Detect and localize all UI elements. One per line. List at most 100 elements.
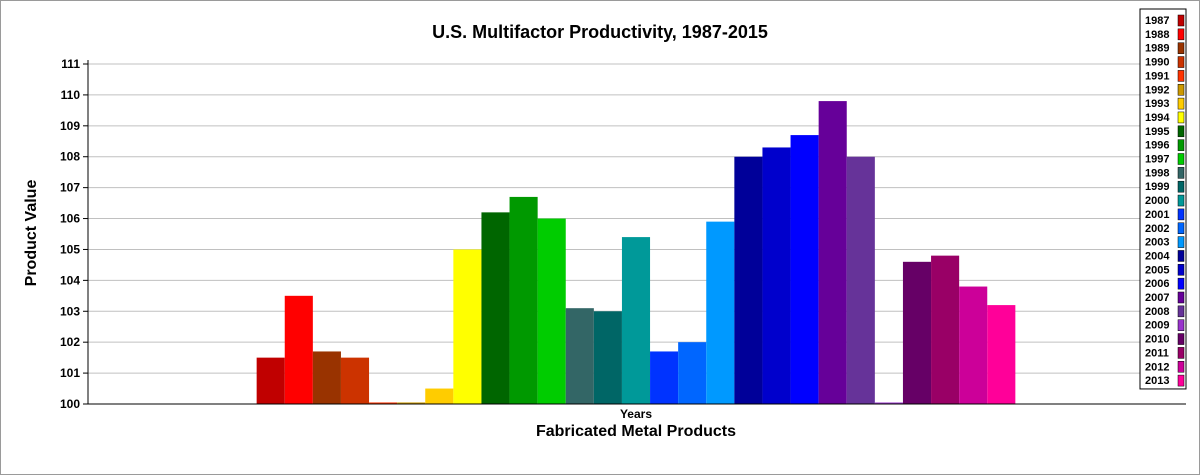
legend-swatch-1987 bbox=[1177, 14, 1185, 27]
legend-label-2012: 2012 bbox=[1145, 361, 1169, 373]
legend-swatch-1989 bbox=[1177, 42, 1185, 54]
bar-1995 bbox=[481, 212, 510, 404]
bar-1999 bbox=[593, 311, 622, 404]
bar-1990 bbox=[340, 357, 370, 404]
legend-label-2005: 2005 bbox=[1145, 264, 1169, 276]
legend-swatch-2001 bbox=[1177, 208, 1185, 221]
bar-1998 bbox=[565, 308, 594, 404]
legend-label-2010: 2010 bbox=[1145, 334, 1169, 346]
bar-group bbox=[256, 101, 1016, 405]
legend-label-1990: 1990 bbox=[1145, 57, 1169, 69]
legend-swatch-2002 bbox=[1177, 222, 1185, 234]
legend-swatch-2008 bbox=[1177, 305, 1185, 318]
legend-swatch-2011 bbox=[1177, 347, 1185, 359]
y-tick-label: 100 bbox=[60, 397, 80, 411]
legend-swatch-2010 bbox=[1177, 333, 1185, 345]
legend-label-2000: 2000 bbox=[1145, 195, 1169, 207]
legend-label-2011: 2011 bbox=[1145, 347, 1169, 359]
bar-2011 bbox=[931, 255, 960, 404]
legend-label-2001: 2001 bbox=[1145, 209, 1169, 221]
bar-2000 bbox=[621, 237, 651, 404]
legend-label-2013: 2013 bbox=[1145, 375, 1169, 387]
legend-label-1987: 1987 bbox=[1145, 15, 1169, 27]
legend-label-1991: 1991 bbox=[1145, 70, 1169, 82]
y-tick-label: 110 bbox=[61, 88, 81, 102]
bar-1988 bbox=[284, 295, 313, 404]
legend-swatch-1994 bbox=[1177, 111, 1185, 124]
y-tick-label: 102 bbox=[60, 335, 80, 349]
y-tick-label: 111 bbox=[61, 57, 80, 71]
bar-1992 bbox=[397, 402, 426, 404]
legend-label-1992: 1992 bbox=[1145, 84, 1169, 96]
bar-2008 bbox=[846, 156, 875, 404]
bar-1993 bbox=[425, 388, 454, 404]
legend-label-1994: 1994 bbox=[1145, 112, 1170, 124]
legend-swatch-1996 bbox=[1177, 139, 1185, 151]
bar-1987 bbox=[256, 357, 285, 404]
legend-label-2006: 2006 bbox=[1145, 278, 1169, 290]
legend-label-1999: 1999 bbox=[1145, 181, 1169, 193]
bar-1994 bbox=[453, 249, 482, 404]
y-tick-label: 105 bbox=[60, 242, 80, 256]
legend-label-2007: 2007 bbox=[1145, 292, 1169, 304]
legend-label-1995: 1995 bbox=[1145, 126, 1169, 138]
legend-swatch-1997 bbox=[1177, 153, 1185, 165]
legend-swatch-1991 bbox=[1177, 70, 1185, 82]
bar-1996 bbox=[509, 196, 538, 404]
y-tick-label: 103 bbox=[60, 304, 80, 318]
legend-label-1996: 1996 bbox=[1145, 140, 1169, 152]
legend-label-1998: 1998 bbox=[1145, 167, 1169, 179]
bar-1991 bbox=[369, 402, 398, 404]
legend-label-2004: 2004 bbox=[1145, 250, 1170, 262]
bar-2012 bbox=[959, 286, 988, 404]
bar-2001 bbox=[650, 351, 679, 404]
legend-swatch-2009 bbox=[1177, 319, 1185, 331]
y-axis-label: Product Value bbox=[23, 180, 40, 287]
legend-swatch-2012 bbox=[1177, 361, 1185, 373]
legend-swatch-1999 bbox=[1177, 180, 1185, 193]
legend-label-1993: 1993 bbox=[1145, 98, 1169, 110]
legend-label-2009: 2009 bbox=[1145, 320, 1169, 332]
y-tick-label: 106 bbox=[60, 212, 80, 226]
legend-swatch-1992 bbox=[1177, 84, 1185, 96]
legend-swatch-1995 bbox=[1177, 125, 1185, 138]
legend-swatch-1988 bbox=[1177, 28, 1185, 41]
bar-2003 bbox=[706, 221, 735, 404]
bar-2006 bbox=[790, 135, 819, 404]
legend-swatch-2007 bbox=[1177, 291, 1185, 304]
bar-1989 bbox=[312, 351, 341, 404]
legend-swatch-2006 bbox=[1177, 277, 1185, 290]
legend-swatch-1990 bbox=[1177, 56, 1185, 68]
legend-swatch-2004 bbox=[1177, 250, 1185, 262]
legend-label-2002: 2002 bbox=[1145, 223, 1169, 235]
y-tick-label: 107 bbox=[60, 181, 80, 195]
legend-swatch-2005 bbox=[1177, 264, 1185, 276]
legend-swatch-2000 bbox=[1177, 194, 1185, 207]
legend-label-1997: 1997 bbox=[1145, 154, 1169, 166]
bar-2004 bbox=[734, 156, 763, 404]
x-tick-label: Years bbox=[620, 407, 652, 421]
bar-1997 bbox=[537, 218, 566, 404]
bar-2002 bbox=[678, 342, 707, 404]
bar-2009 bbox=[874, 402, 903, 404]
legend-label-1988: 1988 bbox=[1145, 29, 1169, 41]
axes: 100 101 102 103 104 105 106 107 108 109 110 111 Year… bbox=[60, 57, 1186, 421]
y-tick-label: 104 bbox=[60, 273, 80, 287]
legend-label-1989: 1989 bbox=[1145, 43, 1169, 55]
chart-title: U.S. Multifactor Productivity, 1987-2015 bbox=[432, 22, 768, 42]
bar-2010 bbox=[902, 261, 932, 404]
legend-label-2008: 2008 bbox=[1145, 306, 1169, 318]
x-axis-label: Fabricated Metal Products bbox=[536, 423, 736, 440]
y-tick-label: 108 bbox=[60, 150, 80, 164]
y-tick-label: 101 bbox=[60, 366, 80, 380]
bar-2005 bbox=[762, 147, 791, 405]
bar-2013 bbox=[987, 305, 1016, 404]
legend-swatch-1998 bbox=[1177, 167, 1185, 179]
legend-label-2003: 2003 bbox=[1145, 237, 1169, 249]
bar-2007 bbox=[818, 101, 847, 404]
y-tick-label: 109 bbox=[60, 119, 80, 133]
legend-swatch-2013 bbox=[1177, 374, 1185, 387]
legend-swatch-1993 bbox=[1177, 97, 1185, 110]
